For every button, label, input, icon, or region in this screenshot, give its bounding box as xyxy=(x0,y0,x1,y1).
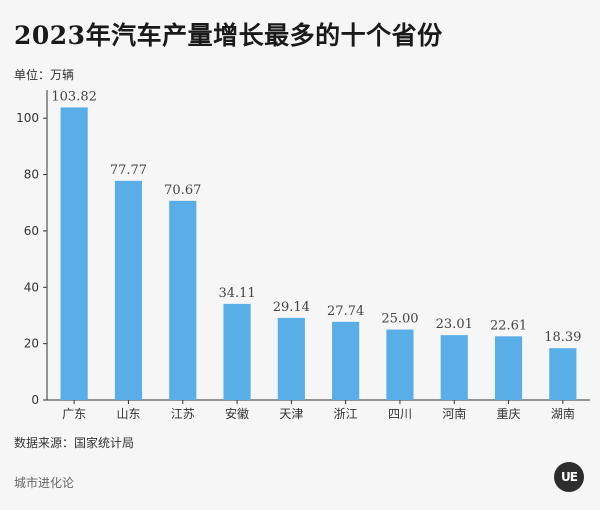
source-label: 数据来源：国家统计局 xyxy=(14,436,135,450)
x-category-label: 安徽 xyxy=(225,406,249,421)
bar-value-label: 77.77 xyxy=(110,163,147,178)
x-category-label: 山东 xyxy=(116,407,140,421)
bar-value-label: 29.14 xyxy=(273,300,310,315)
bar xyxy=(114,180,143,400)
bar xyxy=(549,348,577,400)
bar xyxy=(386,329,414,400)
bar xyxy=(332,321,360,400)
y-tick-label: 60 xyxy=(24,224,39,238)
bar-value-label: 27.74 xyxy=(327,304,364,319)
x-category-label: 重庆 xyxy=(497,407,521,421)
bar xyxy=(494,336,523,400)
chart-title: 2023年汽车产量增长最多的十个省份 xyxy=(14,21,443,50)
x-category-label: 湖南 xyxy=(551,406,575,421)
x-category-label: 四川 xyxy=(388,407,412,421)
x-axis-labels: 广东 山东 江苏 安徽 天津 浙江 四川 河南 重庆 湖南 xyxy=(62,400,575,421)
bar xyxy=(440,335,468,400)
x-category-label: 江苏 xyxy=(171,407,195,421)
x-category-label: 河南 xyxy=(442,406,466,421)
x-category-label: 浙江 xyxy=(334,407,358,421)
bar-value-label: 18.39 xyxy=(544,330,581,345)
bar xyxy=(223,303,251,400)
bar-value-label: 25.00 xyxy=(381,312,418,327)
x-category-label: 天津 xyxy=(279,407,303,421)
logo-text: UE xyxy=(561,470,578,484)
bar xyxy=(277,317,305,400)
brand-label: 城市进化论 xyxy=(14,476,75,490)
bar xyxy=(60,107,88,400)
bar-value-label: 22.61 xyxy=(490,318,527,333)
bar-value-label: 23.01 xyxy=(436,317,473,332)
bar-chart: 0 20 40 60 80 100 广东 山东 江苏 安徽 天津 浙江 四川 河南 重庆 湖南 103.82… xyxy=(16,89,590,421)
y-tick-label: 0 xyxy=(31,393,39,407)
y-tick-label: 100 xyxy=(16,111,39,125)
bars xyxy=(60,107,577,400)
bar xyxy=(169,200,197,400)
bar-value-label: 34.11 xyxy=(218,286,255,301)
y-tick-label: 40 xyxy=(24,280,39,294)
bar-value-label: 70.67 xyxy=(164,183,201,198)
x-category-label: 广东 xyxy=(62,407,86,421)
bar-value-label: 103.82 xyxy=(51,89,97,104)
y-tick-label: 20 xyxy=(24,337,39,351)
y-tick-label: 80 xyxy=(24,168,39,182)
value-labels: 103.82 77.77 70.67 34.11 29.14 27.74 25.00 23.0… xyxy=(51,89,581,345)
ue-logo-icon: UE xyxy=(554,462,584,492)
unit-label: 单位：万辆 xyxy=(14,68,75,82)
